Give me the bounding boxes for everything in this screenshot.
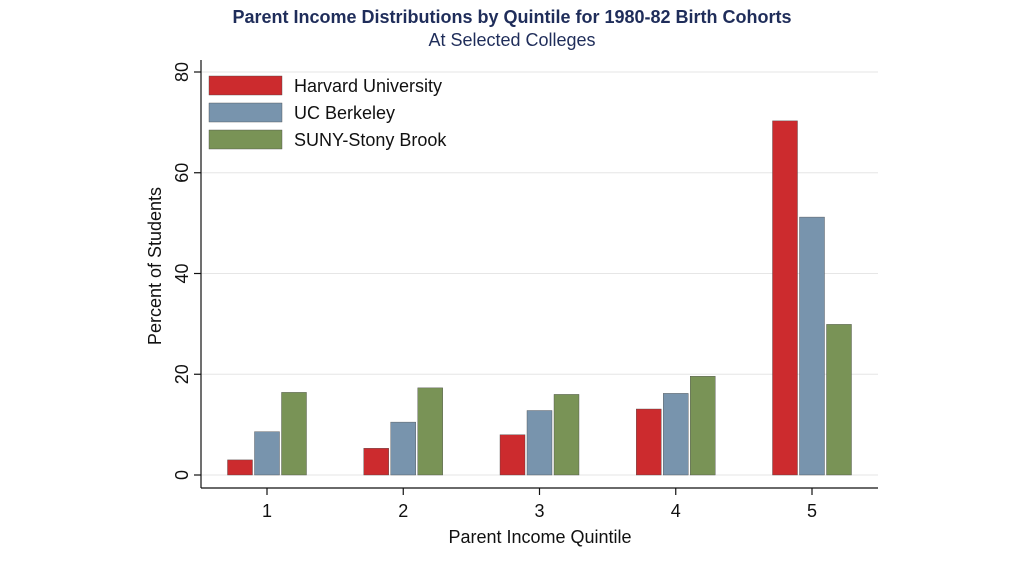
- gridlines: [201, 71, 878, 476]
- bar: [799, 216, 825, 476]
- bar: [227, 459, 253, 476]
- legend-label: UC Berkeley: [294, 103, 395, 123]
- legend-swatch: [208, 75, 283, 96]
- y-tick-label: 40: [172, 263, 192, 283]
- legend-swatch: [208, 129, 283, 150]
- legend: Harvard University UC Berkeley SUNY-Stony …: [208, 75, 447, 150]
- legend-swatch: [208, 102, 283, 123]
- y-tick-label: 60: [172, 163, 192, 183]
- bar: [772, 120, 798, 476]
- bar: [499, 434, 526, 476]
- x-tick-label: 4: [671, 501, 681, 521]
- x-tick-label: 2: [398, 501, 408, 521]
- x-tick-label: 3: [534, 501, 544, 521]
- bar: [417, 387, 443, 476]
- bar: [690, 376, 716, 476]
- bar: [390, 421, 416, 476]
- bars: [227, 120, 852, 476]
- bar: [553, 394, 580, 476]
- y-axis-label: Percent of Students: [145, 187, 165, 345]
- y-tick-label: 20: [172, 364, 192, 384]
- y-tick-label: 80: [172, 62, 192, 82]
- bar: [363, 448, 389, 476]
- bar: [281, 392, 307, 476]
- legend-label: Harvard University: [294, 76, 442, 96]
- x-tick-label: 1: [262, 501, 272, 521]
- x-axis-label: Parent Income Quintile: [448, 527, 631, 547]
- x-axis-ticks: 1 2 3 4 5: [262, 488, 817, 521]
- y-axis-ticks: 0 20 40 60 80: [172, 62, 201, 480]
- bar: [526, 410, 553, 476]
- bar: [826, 324, 852, 476]
- chart-subtitle: At Selected Colleges: [428, 30, 595, 50]
- x-tick-label: 5: [807, 501, 817, 521]
- chart-title: Parent Income Distributions by Quintile …: [232, 7, 791, 27]
- y-tick-label: 0: [172, 470, 192, 480]
- legend-label: SUNY-Stony Brook: [294, 130, 447, 150]
- bar: [663, 393, 689, 476]
- bar: [636, 408, 662, 476]
- bar: [254, 431, 280, 476]
